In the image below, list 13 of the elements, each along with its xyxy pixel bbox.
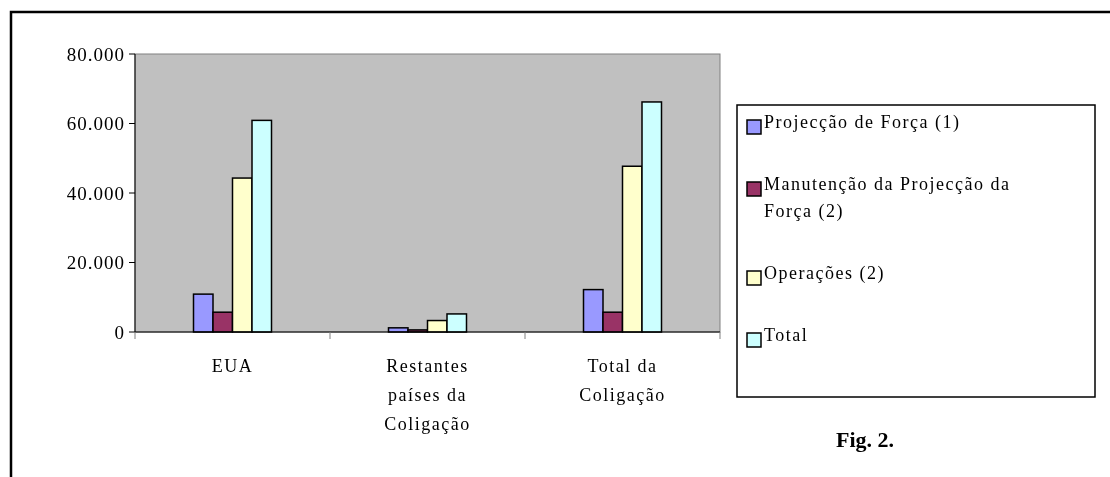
y-tick-label: 0 bbox=[114, 321, 125, 343]
legend-label: Projecção de Força (1) bbox=[764, 112, 961, 133]
y-tick-label: 80.000 bbox=[66, 43, 125, 65]
legend-label: Total bbox=[764, 325, 809, 345]
x-tick-label: Total da Coligação bbox=[579, 356, 666, 405]
x-tick-label: EUA bbox=[211, 356, 254, 376]
y-tick-label: 40.000 bbox=[66, 182, 125, 204]
x-tick-label: Restantes países da Coligação bbox=[384, 356, 471, 434]
legend-label: Manutenção da Projecção da Força (2) bbox=[764, 174, 1011, 222]
y-tick-label: 60.000 bbox=[66, 113, 125, 135]
caption: Fig. 2. bbox=[835, 427, 895, 452]
legend-label: Operações (2) bbox=[764, 263, 885, 284]
y-tick-label: 20.000 bbox=[66, 252, 125, 274]
